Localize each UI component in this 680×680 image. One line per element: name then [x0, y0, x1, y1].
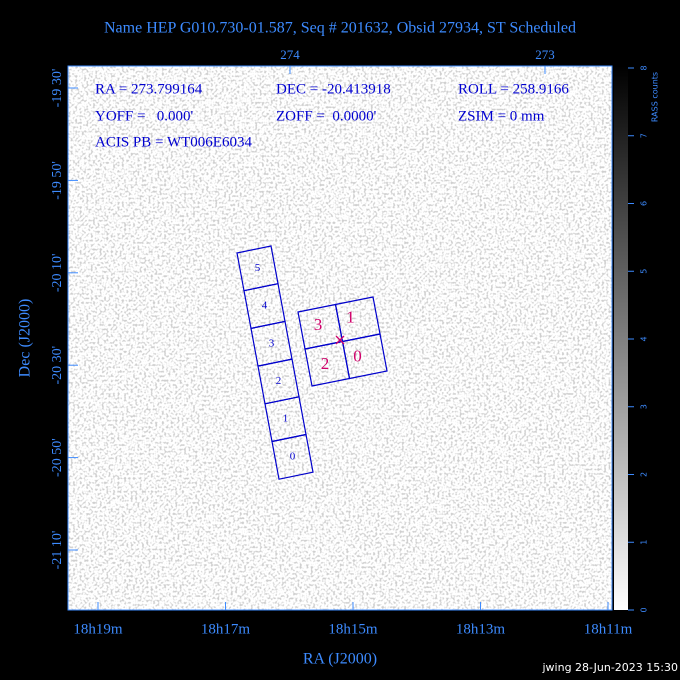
x-tick-label: 18h11m: [584, 621, 633, 637]
aimpoint: [335, 335, 345, 345]
info-ra: RA = 273.799164: [95, 81, 203, 97]
sky-noise: [68, 66, 612, 610]
acis-i-chip-label: 2: [321, 354, 330, 373]
acis-s-chip-label: 3: [269, 337, 275, 349]
info-dec: DEC = -20.413918: [276, 81, 391, 97]
acis-s-chip-label: 1: [283, 413, 289, 425]
top-tick-label: 274: [280, 47, 300, 62]
colorbar-tick-label: 6: [640, 201, 649, 206]
colorbar-tick-label: 8: [640, 65, 649, 70]
y-tick-label: -20 50': [50, 438, 65, 477]
colorbar: [614, 66, 628, 610]
info-yoff: YOFF = 0.000': [95, 108, 194, 124]
colorbar-tick-label: 4: [640, 336, 649, 341]
acis-i-chip-label: 0: [353, 346, 362, 365]
colorbar-label: RASS counts: [651, 72, 660, 122]
info-roll: ROLL = 258.9166: [458, 81, 569, 97]
x-tick-label: 18h19m: [73, 621, 123, 637]
colorbar-tick-label: 0: [640, 607, 649, 612]
y-tick-label: -20 30': [50, 346, 65, 385]
x-axis-label: RA (J2000): [303, 651, 377, 668]
x-tick-label: 18h13m: [456, 621, 506, 637]
y-tick-label: -19 50': [50, 161, 65, 200]
x-tick-label: 18h17m: [201, 621, 251, 637]
x-tick-label: 18h15m: [328, 621, 378, 637]
top-tick-label: 273: [535, 47, 555, 62]
acis-s-chip: [236, 245, 279, 292]
plot-frame: [67, 65, 613, 611]
acis-s-chip-label: 5: [255, 262, 261, 274]
title: Name HEP G010.730-01.587, Seq # 201632, …: [104, 20, 576, 37]
acis-s-chip-label: 4: [262, 300, 268, 312]
acis-i-chip-label: 3: [314, 315, 323, 334]
colorbar-tick-label: 5: [640, 269, 649, 274]
footer: jwing 28-Jun-2023 15:30: [542, 661, 679, 674]
colorbar-tick-label: 3: [640, 404, 649, 409]
info-zsim: ZSIM = 0 mm: [458, 108, 545, 124]
y-tick-label: -19 30': [50, 69, 65, 108]
colorbar-tick-label: 7: [640, 133, 649, 138]
y-tick-label: -21 10': [50, 531, 65, 570]
acis-i-chip-label: 1: [346, 307, 355, 326]
acis-i-chip: [297, 303, 344, 350]
info-zoff: ZOFF = 0.0000': [276, 108, 377, 124]
info-acis-pb: ACIS PB = WT006E6034: [95, 134, 252, 150]
colorbar-tick-label: 2: [640, 472, 649, 477]
colorbar-tick-label: 1: [640, 540, 649, 545]
y-axis-label: Dec (J2000): [17, 299, 34, 378]
acis-s-chip-label: 2: [276, 375, 282, 387]
acis-s-chip-label: 0: [290, 450, 296, 462]
y-tick-label: -20 10': [50, 253, 65, 292]
